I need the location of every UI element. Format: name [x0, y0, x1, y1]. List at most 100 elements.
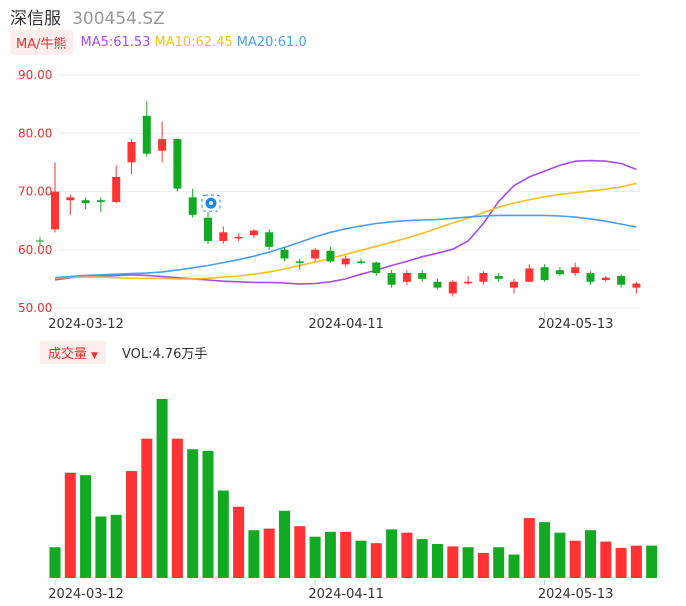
candle: [51, 162, 59, 233]
volume-bar: [202, 450, 214, 578]
volume-bar: [447, 546, 459, 578]
x-tick-label: 2024-04-11: [308, 587, 384, 602]
candle-body: [448, 281, 457, 294]
candle: [479, 271, 488, 285]
candle: [494, 273, 503, 282]
volume-bar: [355, 540, 367, 578]
volume-indicator-selector[interactable]: 成交量 ▼: [40, 340, 106, 364]
candle-body: [402, 273, 411, 282]
candle: [96, 197, 105, 212]
candle: [295, 258, 304, 271]
volume-bar: [462, 547, 474, 578]
volume-bar: [523, 518, 535, 578]
volume-bar: [324, 531, 336, 578]
y-tick-label: 50.00: [18, 301, 52, 315]
candle-body: [571, 267, 580, 274]
candle: [142, 101, 151, 157]
candle-body: [601, 277, 610, 281]
candle: [601, 275, 610, 282]
candle: [219, 226, 228, 244]
candle: [418, 270, 427, 282]
candle: [632, 281, 641, 294]
caret-down-icon: ▼: [91, 350, 98, 361]
candle-body: [326, 250, 335, 262]
candle-body: [357, 261, 365, 263]
volume-bar: [539, 522, 551, 578]
candle-body: [127, 141, 136, 163]
candle-body: [632, 283, 641, 288]
ma-legend: MA/牛熊 MA5:61.53 MA10:62.45 MA20:61.0: [10, 29, 311, 55]
candle-body: [540, 267, 549, 281]
volume-bar: [493, 547, 505, 578]
candle: [433, 278, 442, 289]
candle: [249, 229, 258, 239]
volume-bar: [294, 526, 306, 578]
candle: [525, 264, 534, 282]
y-tick-label: 90.00: [18, 68, 52, 82]
candle: [617, 274, 626, 288]
volume-bar: [279, 510, 290, 578]
volume-bar: [233, 506, 245, 578]
volume-bar: [615, 548, 627, 578]
volume-bar: [585, 530, 596, 578]
candle-body: [617, 275, 626, 285]
candle-body: [112, 176, 121, 202]
candle-body: [219, 232, 228, 242]
volume-bar: [416, 539, 428, 578]
candle: [112, 165, 121, 204]
volume-bar: [80, 475, 92, 578]
candle-body: [81, 200, 90, 204]
candle-body: [158, 139, 167, 151]
candle-body: [142, 115, 151, 154]
candle: [127, 139, 136, 175]
candle-body: [66, 197, 75, 201]
volume-bar: [187, 449, 199, 578]
candle-body: [280, 249, 289, 259]
candle-body: [510, 281, 518, 288]
ma5-label: MA5:61.53: [80, 34, 151, 50]
candle: [81, 197, 90, 209]
candle-body: [464, 281, 473, 284]
volume-bar: [95, 516, 107, 578]
x-tick-label: 2024-04-11: [308, 317, 384, 332]
candle-body: [525, 268, 534, 282]
candle-body: [234, 236, 243, 239]
candle-body: [311, 249, 320, 259]
stock-header: 深信服 300454.SZ: [10, 4, 165, 29]
volume-bar: [401, 532, 413, 578]
x-tick-label: 2024-05-13: [538, 317, 614, 332]
candle-body: [265, 232, 274, 247]
volume-bar: [110, 514, 122, 578]
candle: [66, 194, 75, 215]
volume-bar: [340, 531, 352, 578]
volume-bar: [508, 554, 520, 578]
candle-body: [555, 270, 564, 275]
candle-body: [173, 139, 182, 189]
candle: [204, 211, 212, 244]
stock-code: 300454.SZ: [72, 9, 165, 29]
candle-body: [96, 200, 105, 202]
candle: [326, 246, 335, 263]
candle: [341, 255, 350, 268]
candle: [510, 278, 518, 294]
y-tick-label: 80.00: [18, 126, 52, 140]
volume-bar: [646, 545, 658, 578]
volume-bar: [569, 540, 581, 578]
candle: [372, 261, 381, 276]
volume-bar: [248, 530, 260, 578]
candle-body: [204, 217, 212, 242]
candle: [402, 270, 411, 285]
volume-bar: [432, 543, 443, 578]
candle-body: [387, 273, 396, 285]
volume-bar: [64, 472, 76, 578]
highlight-frame-icon: [201, 194, 221, 212]
ma-indicator-selector[interactable]: MA/牛熊: [10, 29, 73, 55]
candle: [387, 270, 396, 288]
ma-line-ma5: [54, 159, 637, 285]
candle-body: [51, 191, 59, 230]
x-tick-label: 2024-05-13: [538, 587, 614, 602]
candle: [188, 188, 197, 218]
candle: [173, 139, 182, 192]
volume-bar: [156, 398, 168, 578]
